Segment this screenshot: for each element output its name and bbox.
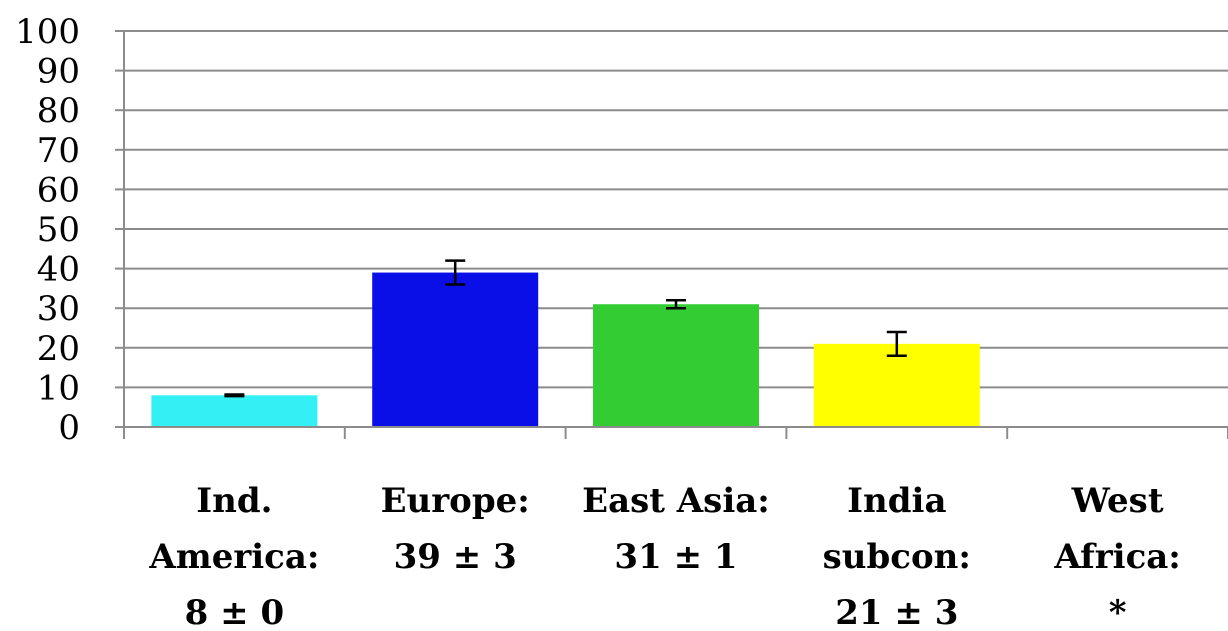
x-category-label-line: 31 ± 1 [614, 537, 737, 577]
y-tick-label: 60 [37, 170, 80, 210]
x-category-label-line: America: [148, 537, 319, 577]
y-tick-label: 100 [15, 12, 80, 52]
x-category-label: East Asia: 31 ± 1 [582, 481, 770, 577]
gridlines [124, 30, 1228, 389]
bar [372, 272, 539, 427]
x-category-label-line: * [1109, 593, 1127, 631]
y-tick-label: 90 [37, 52, 80, 92]
bar [151, 395, 318, 427]
x-category-label-line: subcon: [823, 537, 971, 577]
bars [151, 272, 980, 427]
x-category-label-line: 39 ± 3 [394, 537, 517, 577]
error-bars [224, 259, 907, 398]
x-category-label: Europe: 39 ± 3 [381, 481, 530, 577]
x-category-label-line: India [847, 481, 946, 521]
bar [593, 304, 759, 427]
y-tick-label: 50 [37, 210, 80, 250]
axes [123, 31, 1228, 439]
x-category-label-line: West [1071, 481, 1164, 521]
y-tick-label: 10 [37, 368, 80, 408]
y-tick-label: 80 [37, 91, 80, 131]
x-category-label-line: Ind. [196, 481, 272, 521]
y-tick-label: 70 [37, 131, 80, 171]
x-category-label-line: 21 ± 3 [835, 593, 958, 631]
x-category-label-line: Europe: [381, 481, 530, 521]
x-category-label-line: 8 ± 0 [185, 593, 284, 631]
x-category-label: West Africa: * [1053, 481, 1181, 631]
x-category-label: India subcon: 21 ± 3 [823, 481, 971, 631]
x-category-label-line: East Asia: [582, 481, 770, 521]
y-tick-label: 0 [58, 408, 80, 448]
y-tick-label: 30 [37, 289, 80, 329]
x-category-label: Ind. America: 8 ± 0 [148, 481, 319, 631]
x-axis-labels: Ind. America: 8 ± 0 Europe: 39 ± 3 East Asia:… [148, 481, 1181, 631]
y-tick-label: 40 [37, 250, 80, 290]
y-tick-label: 20 [37, 329, 80, 369]
bar [813, 343, 980, 427]
x-category-label-line: Africa: [1053, 537, 1181, 577]
